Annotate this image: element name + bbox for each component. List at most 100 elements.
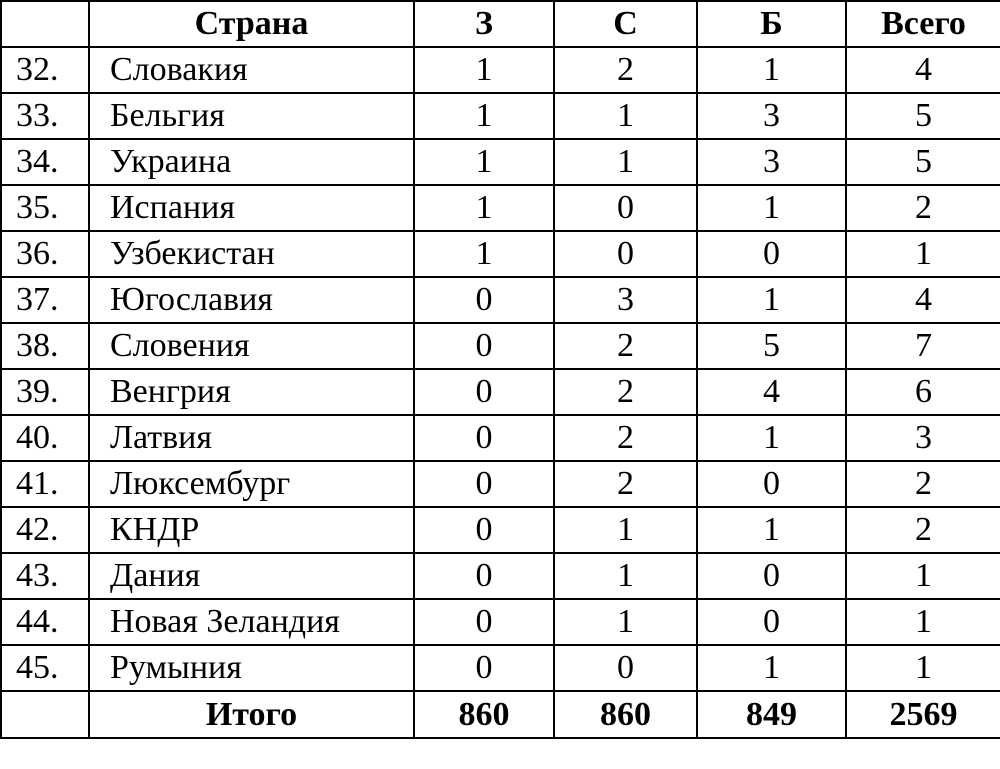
cell-country: Бельгия xyxy=(88,92,415,140)
cell-bronze: 1 xyxy=(696,184,847,232)
cell-total: 3 xyxy=(845,414,1000,462)
cell-num: 32. xyxy=(0,46,90,94)
table-row: 32. Словакия 1 2 1 4 xyxy=(0,46,1000,94)
total-num xyxy=(0,690,90,739)
cell-gold: 0 xyxy=(413,414,555,462)
table-row: 42. КНДР 0 1 1 2 xyxy=(0,506,1000,554)
cell-silver: 0 xyxy=(553,184,698,232)
cell-country: Венгрия xyxy=(88,368,415,416)
cell-num: 39. xyxy=(0,368,90,416)
cell-country: Люксембург xyxy=(88,460,415,508)
total-gold: 860 xyxy=(413,690,555,739)
cell-gold: 0 xyxy=(413,368,555,416)
medal-table: Страна З С Б Всего 32. Словакия 1 2 1 4 33. Бел… xyxy=(0,0,1000,739)
header-bronze: Б xyxy=(696,0,847,48)
header-country: Страна xyxy=(88,0,415,48)
cell-total: 6 xyxy=(845,368,1000,416)
cell-country: Словакия xyxy=(88,46,415,94)
cell-bronze: 1 xyxy=(696,276,847,324)
cell-silver: 1 xyxy=(553,552,698,600)
cell-country: Украина xyxy=(88,138,415,186)
table-header-row: Страна З С Б Всего xyxy=(0,0,1000,48)
cell-num: 35. xyxy=(0,184,90,232)
cell-silver: 1 xyxy=(553,92,698,140)
cell-bronze: 3 xyxy=(696,138,847,186)
cell-total: 2 xyxy=(845,460,1000,508)
cell-silver: 2 xyxy=(553,46,698,94)
table-total-row: Итого 860 860 849 2569 xyxy=(0,690,1000,739)
cell-bronze: 0 xyxy=(696,598,847,646)
cell-gold: 0 xyxy=(413,322,555,370)
cell-total: 4 xyxy=(845,276,1000,324)
total-total: 2569 xyxy=(845,690,1000,739)
cell-num: 44. xyxy=(0,598,90,646)
cell-country: Югославия xyxy=(88,276,415,324)
cell-num: 41. xyxy=(0,460,90,508)
cell-gold: 0 xyxy=(413,506,555,554)
cell-bronze: 1 xyxy=(696,644,847,692)
cell-silver: 2 xyxy=(553,460,698,508)
header-silver: С xyxy=(553,0,698,48)
cell-silver: 1 xyxy=(553,506,698,554)
cell-total: 1 xyxy=(845,598,1000,646)
cell-num: 42. xyxy=(0,506,90,554)
cell-total: 4 xyxy=(845,46,1000,94)
cell-gold: 0 xyxy=(413,552,555,600)
cell-gold: 0 xyxy=(413,598,555,646)
cell-country: Новая Зеландия xyxy=(88,598,415,646)
total-bronze: 849 xyxy=(696,690,847,739)
cell-silver: 3 xyxy=(553,276,698,324)
header-gold: З xyxy=(413,0,555,48)
cell-silver: 2 xyxy=(553,368,698,416)
cell-num: 36. xyxy=(0,230,90,278)
table-row: 34. Украина 1 1 3 5 xyxy=(0,138,1000,186)
table-body: 32. Словакия 1 2 1 4 33. Бельгия 1 1 3 5 34. Украина 1… xyxy=(0,46,1000,692)
cell-gold: 0 xyxy=(413,276,555,324)
cell-country: Испания xyxy=(88,184,415,232)
cell-num: 33. xyxy=(0,92,90,140)
table-row: 33. Бельгия 1 1 3 5 xyxy=(0,92,1000,140)
cell-bronze: 1 xyxy=(696,46,847,94)
total-silver: 860 xyxy=(553,690,698,739)
cell-silver: 1 xyxy=(553,138,698,186)
cell-silver: 2 xyxy=(553,322,698,370)
cell-num: 43. xyxy=(0,552,90,600)
cell-gold: 0 xyxy=(413,460,555,508)
table-row: 39. Венгрия 0 2 4 6 xyxy=(0,368,1000,416)
cell-total: 5 xyxy=(845,92,1000,140)
cell-total: 2 xyxy=(845,506,1000,554)
cell-bronze: 4 xyxy=(696,368,847,416)
table-row: 35. Испания 1 0 1 2 xyxy=(0,184,1000,232)
cell-total: 1 xyxy=(845,552,1000,600)
table-row: 36. Узбекистан 1 0 0 1 xyxy=(0,230,1000,278)
cell-num: 40. xyxy=(0,414,90,462)
cell-country: Словения xyxy=(88,322,415,370)
cell-silver: 0 xyxy=(553,644,698,692)
cell-bronze: 0 xyxy=(696,230,847,278)
cell-country: Румыния xyxy=(88,644,415,692)
cell-num: 38. xyxy=(0,322,90,370)
table-row: 43. Дания 0 1 0 1 xyxy=(0,552,1000,600)
cell-country: Латвия xyxy=(88,414,415,462)
table-row: 41. Люксембург 0 2 0 2 xyxy=(0,460,1000,508)
cell-gold: 1 xyxy=(413,92,555,140)
header-total: Всего xyxy=(845,0,1000,48)
cell-total: 5 xyxy=(845,138,1000,186)
table-row: 44. Новая Зеландия 0 1 0 1 xyxy=(0,598,1000,646)
cell-country: КНДР xyxy=(88,506,415,554)
cell-gold: 1 xyxy=(413,138,555,186)
cell-bronze: 0 xyxy=(696,552,847,600)
cell-num: 37. xyxy=(0,276,90,324)
cell-country: Дания xyxy=(88,552,415,600)
cell-country: Узбекистан xyxy=(88,230,415,278)
total-label: Итого xyxy=(88,690,415,739)
cell-total: 1 xyxy=(845,230,1000,278)
cell-bronze: 5 xyxy=(696,322,847,370)
cell-bronze: 1 xyxy=(696,506,847,554)
table-row: 38. Словения 0 2 5 7 xyxy=(0,322,1000,370)
cell-bronze: 1 xyxy=(696,414,847,462)
cell-silver: 2 xyxy=(553,414,698,462)
cell-silver: 1 xyxy=(553,598,698,646)
cell-gold: 1 xyxy=(413,184,555,232)
cell-num: 34. xyxy=(0,138,90,186)
